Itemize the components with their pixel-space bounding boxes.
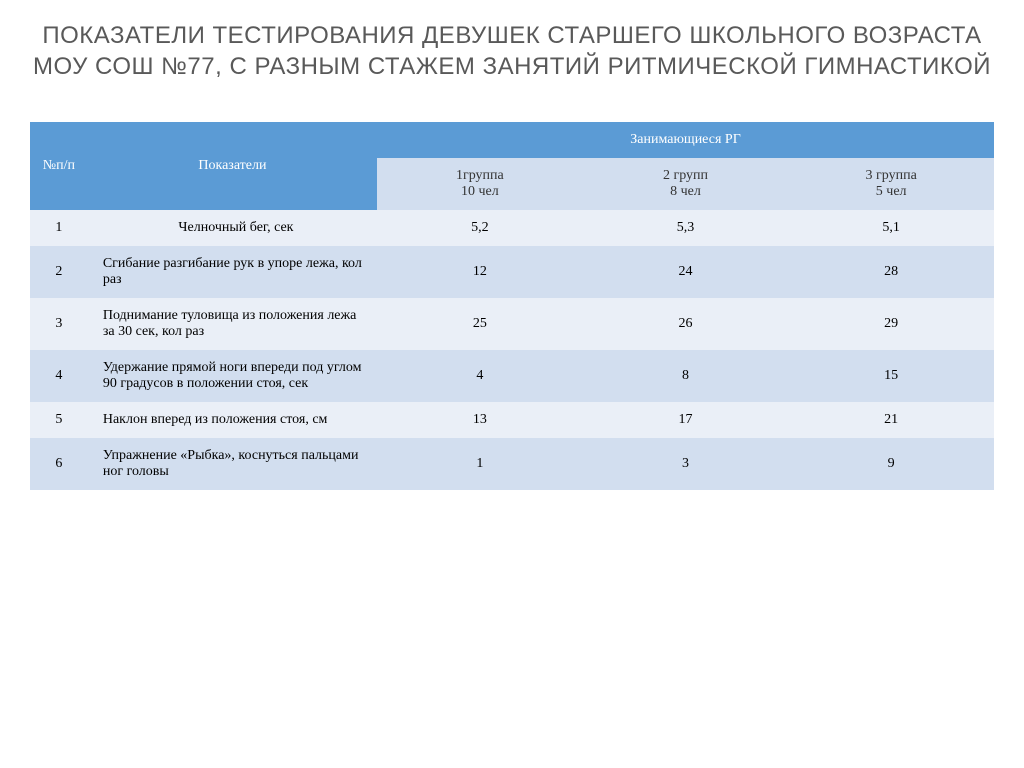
- table-row: 4Удержание прямой ноги впереди под углом…: [30, 350, 994, 402]
- cell-value: 8: [583, 350, 789, 402]
- cell-indicator: Сгибание разгибание рук в упоре лежа, ко…: [88, 246, 377, 298]
- cell-indicator: Удержание прямой ноги впереди под углом …: [88, 350, 377, 402]
- cell-value: 21: [788, 402, 994, 438]
- table-row: 3Поднимание туловища из положения лежа з…: [30, 298, 994, 350]
- header-group2-line2: 8 чел: [591, 184, 781, 200]
- cell-num: 5: [30, 402, 88, 438]
- header-group-span: Занимающиеся РГ: [377, 122, 994, 158]
- header-group1-line2: 10 чел: [385, 184, 575, 200]
- cell-indicator: Челночный бег, сек: [88, 210, 377, 246]
- table-row: 5Наклон вперед из положения стоя, см1317…: [30, 402, 994, 438]
- cell-indicator: Упражнение «Рыбка», коснуться пальцами н…: [88, 438, 377, 490]
- cell-num: 1: [30, 210, 88, 246]
- header-group1: 1группа 10 чел: [377, 158, 583, 210]
- cell-num: 4: [30, 350, 88, 402]
- header-group3: 3 группа 5 чел: [788, 158, 994, 210]
- cell-value: 3: [583, 438, 789, 490]
- table-body: 1Челночный бег, сек5,25,35,12Сгибание ра…: [30, 210, 994, 490]
- cell-indicator: Поднимание туловища из положения лежа за…: [88, 298, 377, 350]
- table-row: 6Упражнение «Рыбка», коснуться пальцами …: [30, 438, 994, 490]
- cell-value: 12: [377, 246, 583, 298]
- cell-value: 15: [788, 350, 994, 402]
- cell-value: 13: [377, 402, 583, 438]
- cell-num: 3: [30, 298, 88, 350]
- cell-value: 26: [583, 298, 789, 350]
- cell-value: 4: [377, 350, 583, 402]
- header-group2-line1: 2 групп: [663, 168, 708, 183]
- header-group1-line1: 1группа: [456, 168, 504, 183]
- cell-indicator: Наклон вперед из положения стоя, см: [88, 402, 377, 438]
- cell-value: 25: [377, 298, 583, 350]
- header-group2: 2 групп 8 чел: [583, 158, 789, 210]
- cell-value: 1: [377, 438, 583, 490]
- header-indicator: Показатели: [88, 122, 377, 210]
- cell-value: 28: [788, 246, 994, 298]
- cell-value: 24: [583, 246, 789, 298]
- cell-value: 5,2: [377, 210, 583, 246]
- cell-value: 29: [788, 298, 994, 350]
- header-group3-line2: 5 чел: [796, 184, 986, 200]
- cell-value: 17: [583, 402, 789, 438]
- cell-value: 5,1: [788, 210, 994, 246]
- header-num: №п/п: [30, 122, 88, 210]
- page-title: ПОКАЗАТЕЛИ ТЕСТИРОВАНИЯ ДЕВУШЕК СТАРШЕГО…: [30, 20, 994, 82]
- cell-num: 6: [30, 438, 88, 490]
- cell-num: 2: [30, 246, 88, 298]
- data-table: №п/п Показатели Занимающиеся РГ 1группа …: [30, 122, 994, 490]
- cell-value: 5,3: [583, 210, 789, 246]
- table-row: 2Сгибание разгибание рук в упоре лежа, к…: [30, 246, 994, 298]
- cell-value: 9: [788, 438, 994, 490]
- table-row: 1Челночный бег, сек5,25,35,1: [30, 210, 994, 246]
- header-group3-line1: 3 группа: [866, 168, 917, 183]
